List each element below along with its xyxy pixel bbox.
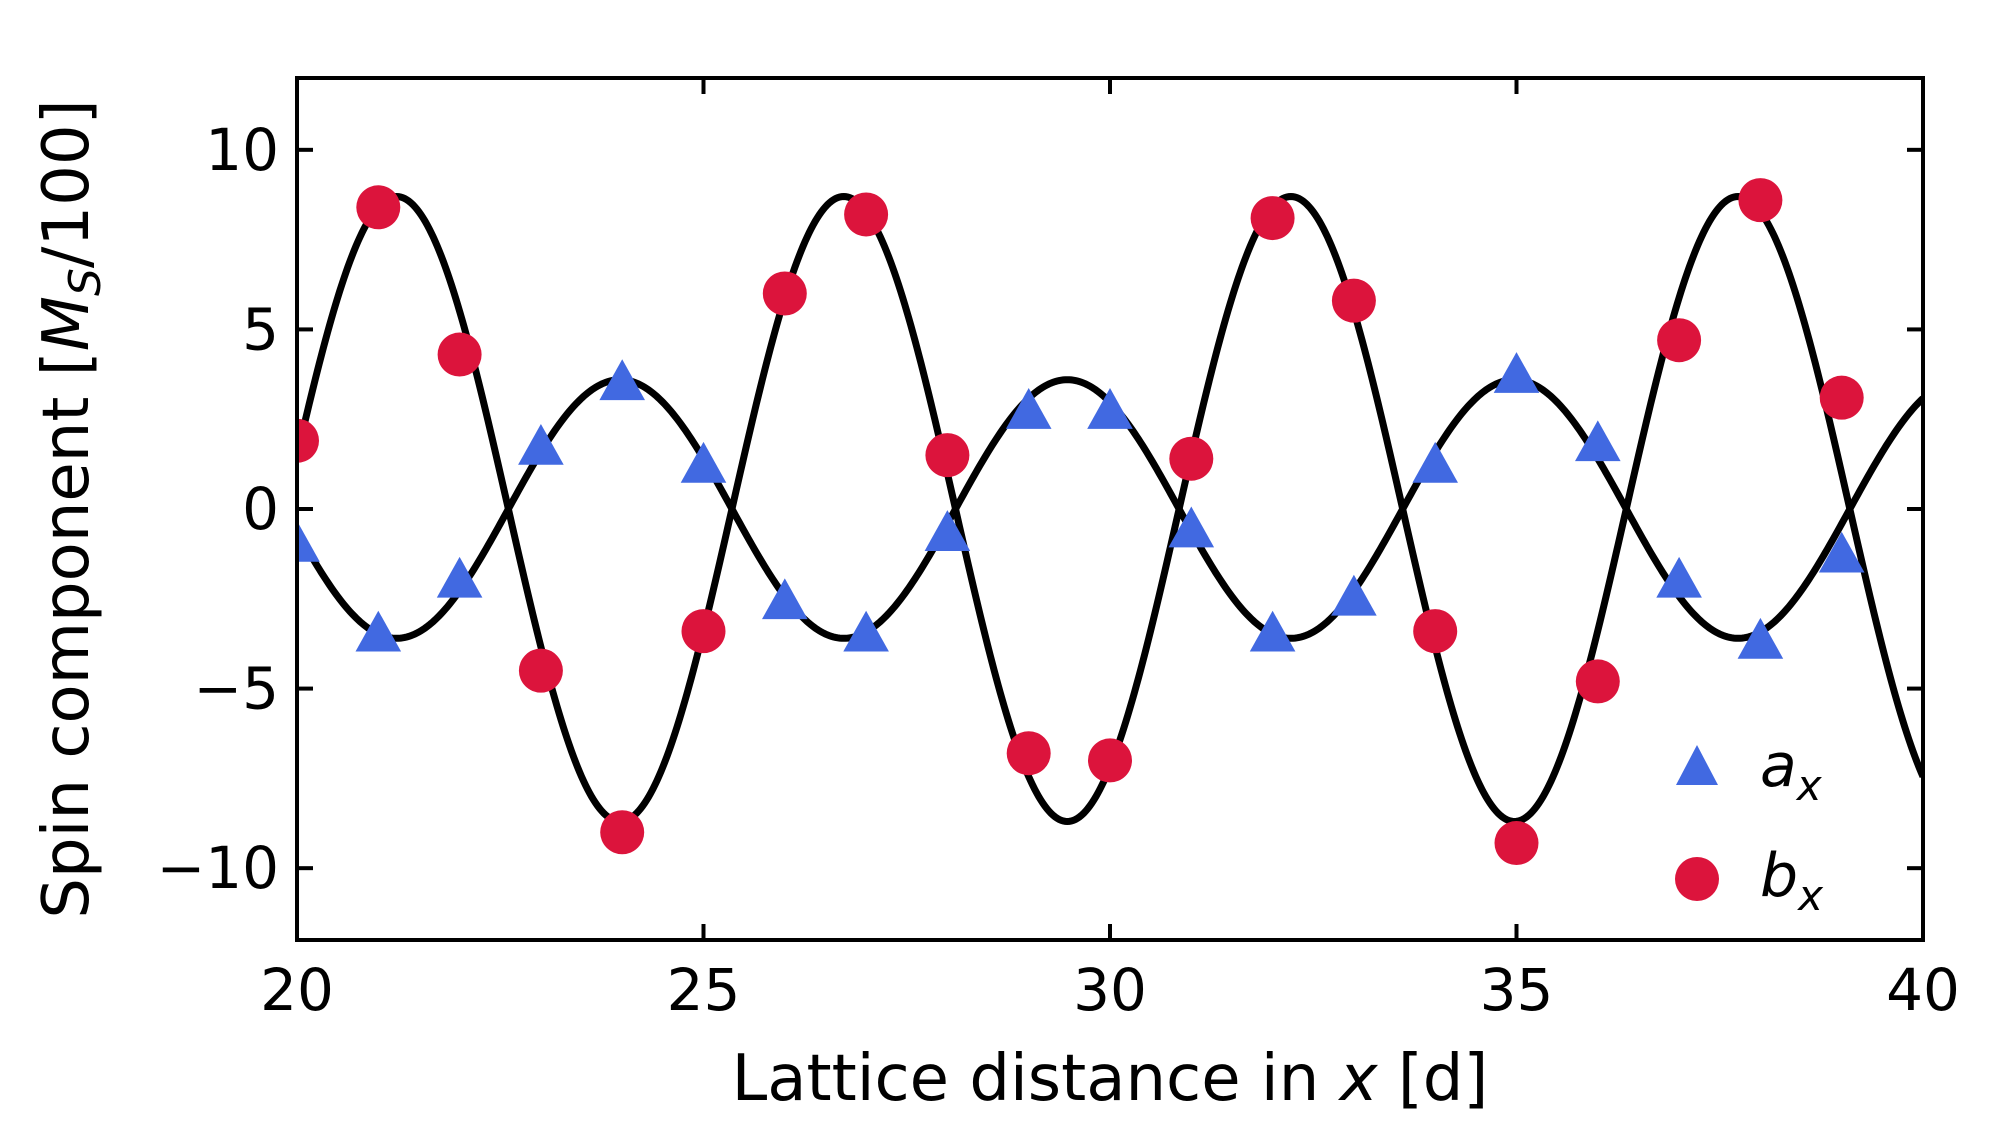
marker-bx-17 (1657, 318, 1702, 363)
marker-bx-2 (437, 332, 482, 377)
x-tick-label-2: 30 (1073, 956, 1147, 1024)
marker-ax-15 (1493, 352, 1540, 393)
marker-bx-1 (356, 185, 401, 230)
marker-ax-19 (1818, 531, 1865, 573)
marker-bx-8 (925, 433, 970, 478)
marker-ax-16 (1575, 420, 1621, 462)
marker-ax-12 (1249, 610, 1296, 652)
y-tick-label-1: −5 (194, 655, 280, 723)
marker-bx-16 (1575, 659, 1620, 704)
y-tick-label-3: 5 (242, 295, 279, 363)
y-tick-label-2: 0 (242, 475, 279, 543)
marker-ax-9 (1005, 388, 1052, 429)
marker-ax-0 (297, 520, 320, 562)
y-tick-label-4: 10 (205, 116, 279, 184)
marker-ax-17 (1656, 556, 1702, 598)
marker-bx-15 (1494, 821, 1539, 866)
marker-bx-5 (681, 609, 726, 654)
fit-curves (297, 193, 1923, 825)
marker-ax-8 (924, 510, 971, 551)
legend-label-b-x: bx (1760, 841, 1824, 920)
marker-ax-6 (762, 578, 808, 620)
x-tick-label-3: 35 (1480, 956, 1554, 1024)
marker-ax-3 (518, 423, 564, 465)
legend-triangle-marker (1676, 745, 1718, 785)
legend-entry-a-x: ax (1676, 731, 1823, 810)
axis-ticks (295, 78, 1925, 940)
marker-bx-12 (1250, 196, 1295, 241)
marker-ax-7 (843, 610, 889, 652)
plot-frame (295, 76, 1925, 942)
y-axis-label: Spin component [MS/100] (30, 99, 111, 918)
marker-ax-10 (1087, 388, 1133, 429)
marker-bx-0 (297, 418, 319, 463)
marker-bx-19 (1819, 375, 1864, 420)
fit-curve-2 (297, 193, 1923, 825)
x-axis-label: Lattice distance in x [d] (732, 1042, 1489, 1116)
marker-bx-3 (518, 648, 563, 693)
x-tick-label-1: 25 (667, 956, 741, 1024)
marker-bx-14 (1413, 609, 1458, 654)
plot-area (295, 76, 1925, 942)
x-tick-label-0: 20 (260, 956, 334, 1024)
marker-ax-11 (1168, 506, 1215, 548)
marker-ax-1 (355, 610, 402, 652)
marker-bx-18 (1738, 178, 1783, 223)
legend-label-a-x: ax (1760, 731, 1823, 810)
marker-ax-2 (436, 556, 483, 598)
data-markers (297, 178, 1865, 866)
marker-bx-13 (1331, 278, 1376, 323)
marker-ax-18 (1737, 617, 1784, 659)
marker-bx-6 (762, 271, 807, 316)
legend-circle-marker (1675, 857, 1719, 901)
marker-bx-11 (1169, 436, 1214, 481)
marker-ax-13 (1331, 574, 1377, 616)
legend: ax bx (1675, 731, 1824, 920)
marker-ax-4 (599, 359, 645, 401)
marker-ax-5 (680, 441, 727, 483)
marker-bx-7 (844, 192, 889, 237)
marker-bx-10 (1088, 738, 1132, 783)
tick-labels: 20 25 30 35 40 −10 −5 0 5 10 (157, 116, 1960, 1024)
marker-bx-4 (600, 810, 645, 855)
legend-entry-b-x: bx (1675, 841, 1824, 920)
marker-ax-14 (1412, 441, 1458, 483)
marker-bx-9 (1006, 731, 1051, 776)
y-tick-label-0: −10 (157, 834, 279, 902)
x-tick-label-4: 40 (1886, 956, 1960, 1024)
